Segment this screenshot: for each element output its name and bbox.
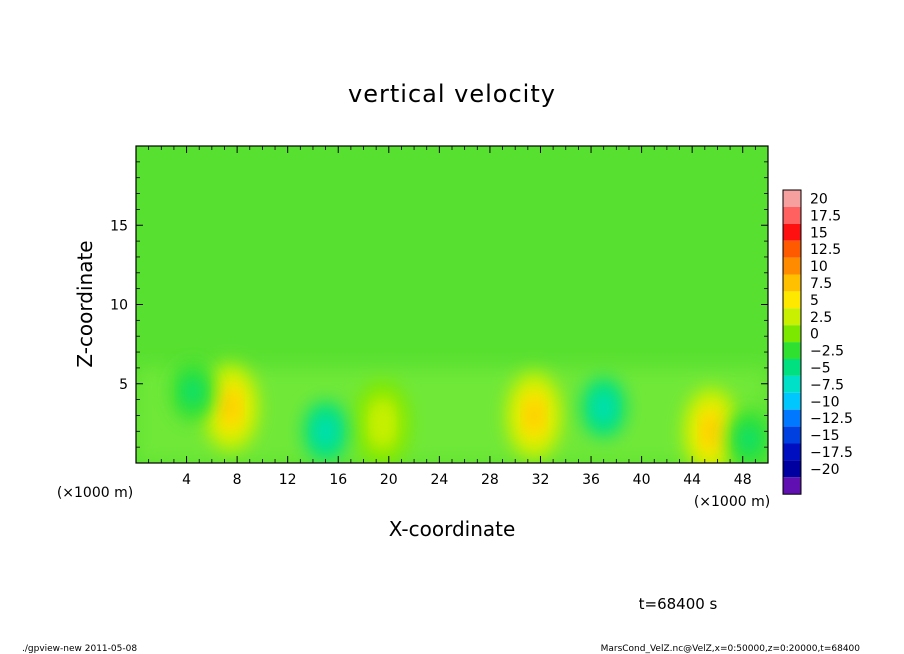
- colorbar-swatch: [783, 460, 801, 478]
- colorbar-label: −5: [810, 360, 831, 376]
- downdraft-cell: [170, 361, 215, 422]
- colorbar-swatch: [783, 257, 801, 275]
- x-tick-label: 24: [430, 472, 448, 488]
- colorbar-label: 2.5: [810, 310, 832, 326]
- time-label: t=68400 s: [639, 595, 718, 613]
- colorbar-swatch: [783, 477, 801, 495]
- colorbar-label: 15: [810, 225, 828, 241]
- chart-title: vertical velocity: [348, 80, 556, 108]
- colorbar-swatch: [783, 291, 801, 309]
- updraft-cell: [683, 387, 740, 463]
- colorbar-swatch: [783, 240, 801, 258]
- x-tick-label: 40: [633, 472, 651, 488]
- colorbar-label: 10: [810, 259, 828, 275]
- footer-left: ./gpview-new 2011-05-08: [22, 644, 137, 654]
- colorbar-label: −20: [810, 462, 840, 478]
- y-axis: 5 10 15: [110, 161, 768, 448]
- colorbar-label: −2.5: [810, 344, 844, 360]
- colorbar-swatch: [783, 375, 801, 393]
- x-tick-label: 12: [279, 472, 297, 488]
- x-tick-label: 8: [233, 472, 242, 488]
- colorbar-label: 17.5: [810, 208, 841, 224]
- downdraft-cell: [581, 377, 626, 438]
- colorbar-swatch: [783, 342, 801, 359]
- colorbar-swatch: [783, 325, 801, 343]
- x-tick-label: 4: [182, 472, 191, 488]
- colorbar-swatch: [783, 409, 801, 427]
- x-tick-label: 20: [380, 472, 398, 488]
- updraft-cell: [506, 371, 563, 460]
- x-tick-label: 44: [683, 472, 701, 488]
- colorbar-frame: [782, 189, 802, 495]
- downdraft-cell: [303, 401, 348, 462]
- colorbar-swatch: [783, 359, 801, 376]
- colorbar-label: 5: [810, 293, 819, 309]
- x-tick-label: 36: [582, 472, 600, 488]
- colorbar-swatch: [783, 443, 801, 461]
- x-tick-label: 32: [532, 472, 550, 488]
- x-unit-left: (×1000 m): [57, 485, 133, 501]
- colorbar-swatch: [783, 392, 801, 410]
- colorbar-label: 7.5: [810, 276, 832, 292]
- colorbar-label: −12.5: [810, 411, 853, 427]
- field-features: [136, 361, 768, 463]
- updraft-cell: [354, 379, 411, 463]
- footer-right: MarsCond_VelZ.nc@VelZ,x=0:50000,z=0:2000…: [601, 644, 861, 654]
- colorbar-label: 20: [810, 191, 828, 207]
- x-tick-label: 16: [329, 472, 347, 488]
- y-axis-label: Z-coordinate: [73, 240, 97, 367]
- updraft-cell: [202, 363, 259, 452]
- x-axis: 4 8 12 16 20 24 28 32 36 40 44 48: [148, 146, 756, 488]
- colorbar-swatch: [783, 206, 801, 224]
- colorbar-label: −7.5: [810, 377, 844, 393]
- y-tick-label: 10: [110, 298, 128, 314]
- colorbar-swatch: [783, 308, 801, 326]
- colorbar-label: 12.5: [810, 242, 841, 258]
- colorbar-swatch: [783, 223, 801, 241]
- colorbar-swatch: [783, 426, 801, 444]
- colorbar-label: −17.5: [810, 445, 853, 461]
- x-tick-label: 28: [481, 472, 499, 488]
- x-axis-label: X-coordinate: [389, 517, 516, 541]
- y-tick-label: 5: [119, 377, 128, 393]
- colorbar-label: −15: [810, 428, 840, 444]
- colorbar-swatch: [783, 190, 801, 207]
- colorbar-swatch: [783, 274, 801, 292]
- y-tick-label: 15: [110, 218, 128, 234]
- downdraft-cell: [727, 409, 768, 463]
- colorbar-label: −10: [810, 394, 840, 410]
- x-tick-label: 48: [734, 472, 752, 488]
- x-unit-right: (×1000 m): [694, 494, 770, 510]
- colorbar: 2017.51512.5107.552.50−2.5−5−7.5−10−12.5…: [782, 189, 853, 495]
- colorbar-label: 0: [810, 327, 819, 343]
